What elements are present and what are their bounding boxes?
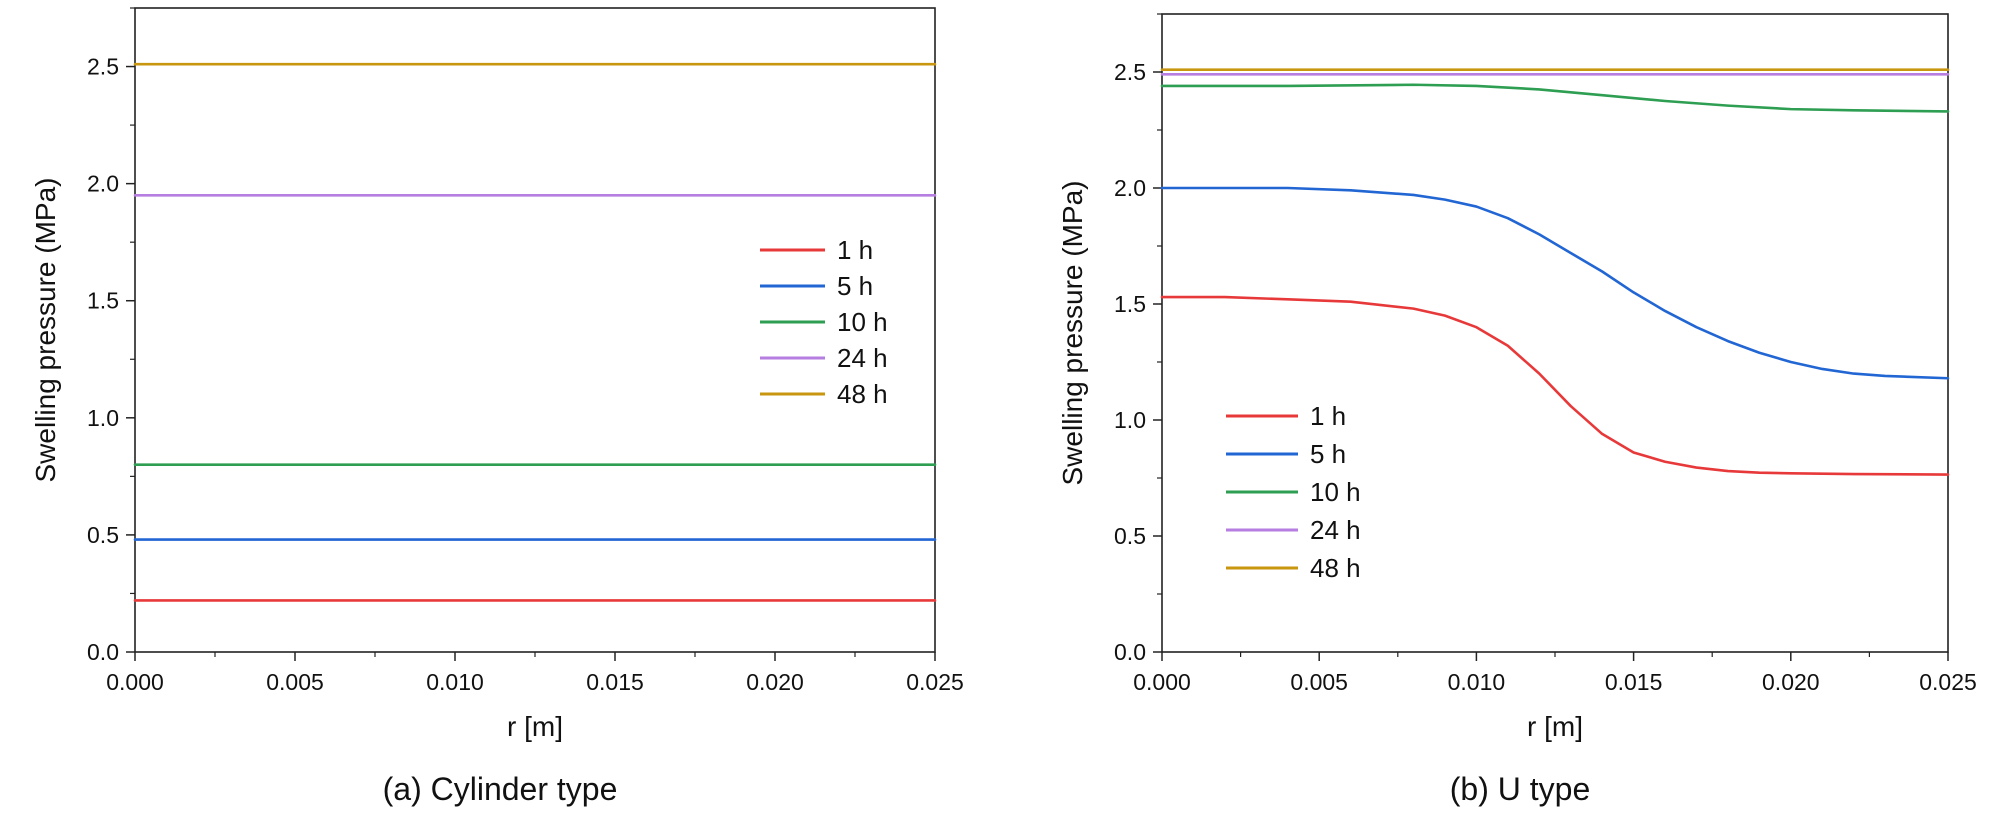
series-line-10h xyxy=(1160,83,1950,113)
y-tick-label: 0.5 xyxy=(87,522,119,548)
x-tick-label: 0.005 xyxy=(1290,669,1348,695)
x-tick-label: 0.010 xyxy=(1448,669,1506,695)
plot-frame xyxy=(134,7,936,653)
x-tick-label: 0.015 xyxy=(586,669,644,695)
y-tick-label: 0.0 xyxy=(87,639,119,665)
x-tick-label: 0.025 xyxy=(1919,669,1977,695)
chart-caption: (b) U type xyxy=(1450,771,1590,807)
x-tick-label: 0.015 xyxy=(1605,669,1663,695)
y-tick-label: 1.0 xyxy=(87,405,119,431)
legend-label: 5 h xyxy=(837,271,873,301)
chart-caption: (a) Cylinder type xyxy=(383,771,618,807)
y-tick-label: 0.0 xyxy=(1114,639,1146,665)
y-tick-label: 1.5 xyxy=(87,288,119,314)
chart-panel-a: 0.000 0.005 0.010 0.015 0.020 0.025 0.0 0.5 1.0 1… xyxy=(30,7,964,807)
legend-label: 24 h xyxy=(837,343,888,373)
x-tick-label: 0.010 xyxy=(426,669,484,695)
legend-label: 48 h xyxy=(1310,553,1361,583)
x-axis-title: r [m] xyxy=(507,711,563,742)
legend-label: 10 h xyxy=(837,307,888,337)
y-tick-label: 2.5 xyxy=(1114,59,1146,85)
legend: 1 h 5 h 10 h 24 h 48 h xyxy=(760,235,888,409)
series-line-5h xyxy=(1160,186,1950,380)
x-tick-label: 0.020 xyxy=(746,669,804,695)
legend-label: 1 h xyxy=(837,235,873,265)
y-tick-label: 0.5 xyxy=(1114,523,1146,549)
legend-label: 5 h xyxy=(1310,439,1346,469)
x-tick-label: 0.020 xyxy=(1762,669,1820,695)
legend: 1 h 5 h 10 h 24 h 48 h xyxy=(1226,401,1361,583)
series-line-1h xyxy=(1160,295,1950,476)
y-tick-label: 2.0 xyxy=(1114,175,1146,201)
y-axis-title: Swelling pressure (MPa) xyxy=(1057,181,1088,486)
chart-panel-b: 0.000 0.005 0.010 0.015 0.020 0.025 0.0 0.5 1.0 1… xyxy=(1057,13,1977,807)
y-axis-title: Swelling pressure (MPa) xyxy=(30,178,61,483)
x-tick-label: 0.000 xyxy=(1133,669,1191,695)
legend-label: 24 h xyxy=(1310,515,1361,545)
legend-label: 48 h xyxy=(837,379,888,409)
x-axis-title: r [m] xyxy=(1527,711,1583,742)
x-tick-label: 0.025 xyxy=(906,669,964,695)
y-tick-label: 2.5 xyxy=(87,54,119,80)
y-tick-label: 1.0 xyxy=(1114,407,1146,433)
y-tick-label: 2.0 xyxy=(87,171,119,197)
legend-label: 10 h xyxy=(1310,477,1361,507)
x-tick-label: 0.005 xyxy=(266,669,324,695)
legend-label: 1 h xyxy=(1310,401,1346,431)
y-tick-label: 1.5 xyxy=(1114,291,1146,317)
x-tick-label: 0.000 xyxy=(106,669,164,695)
